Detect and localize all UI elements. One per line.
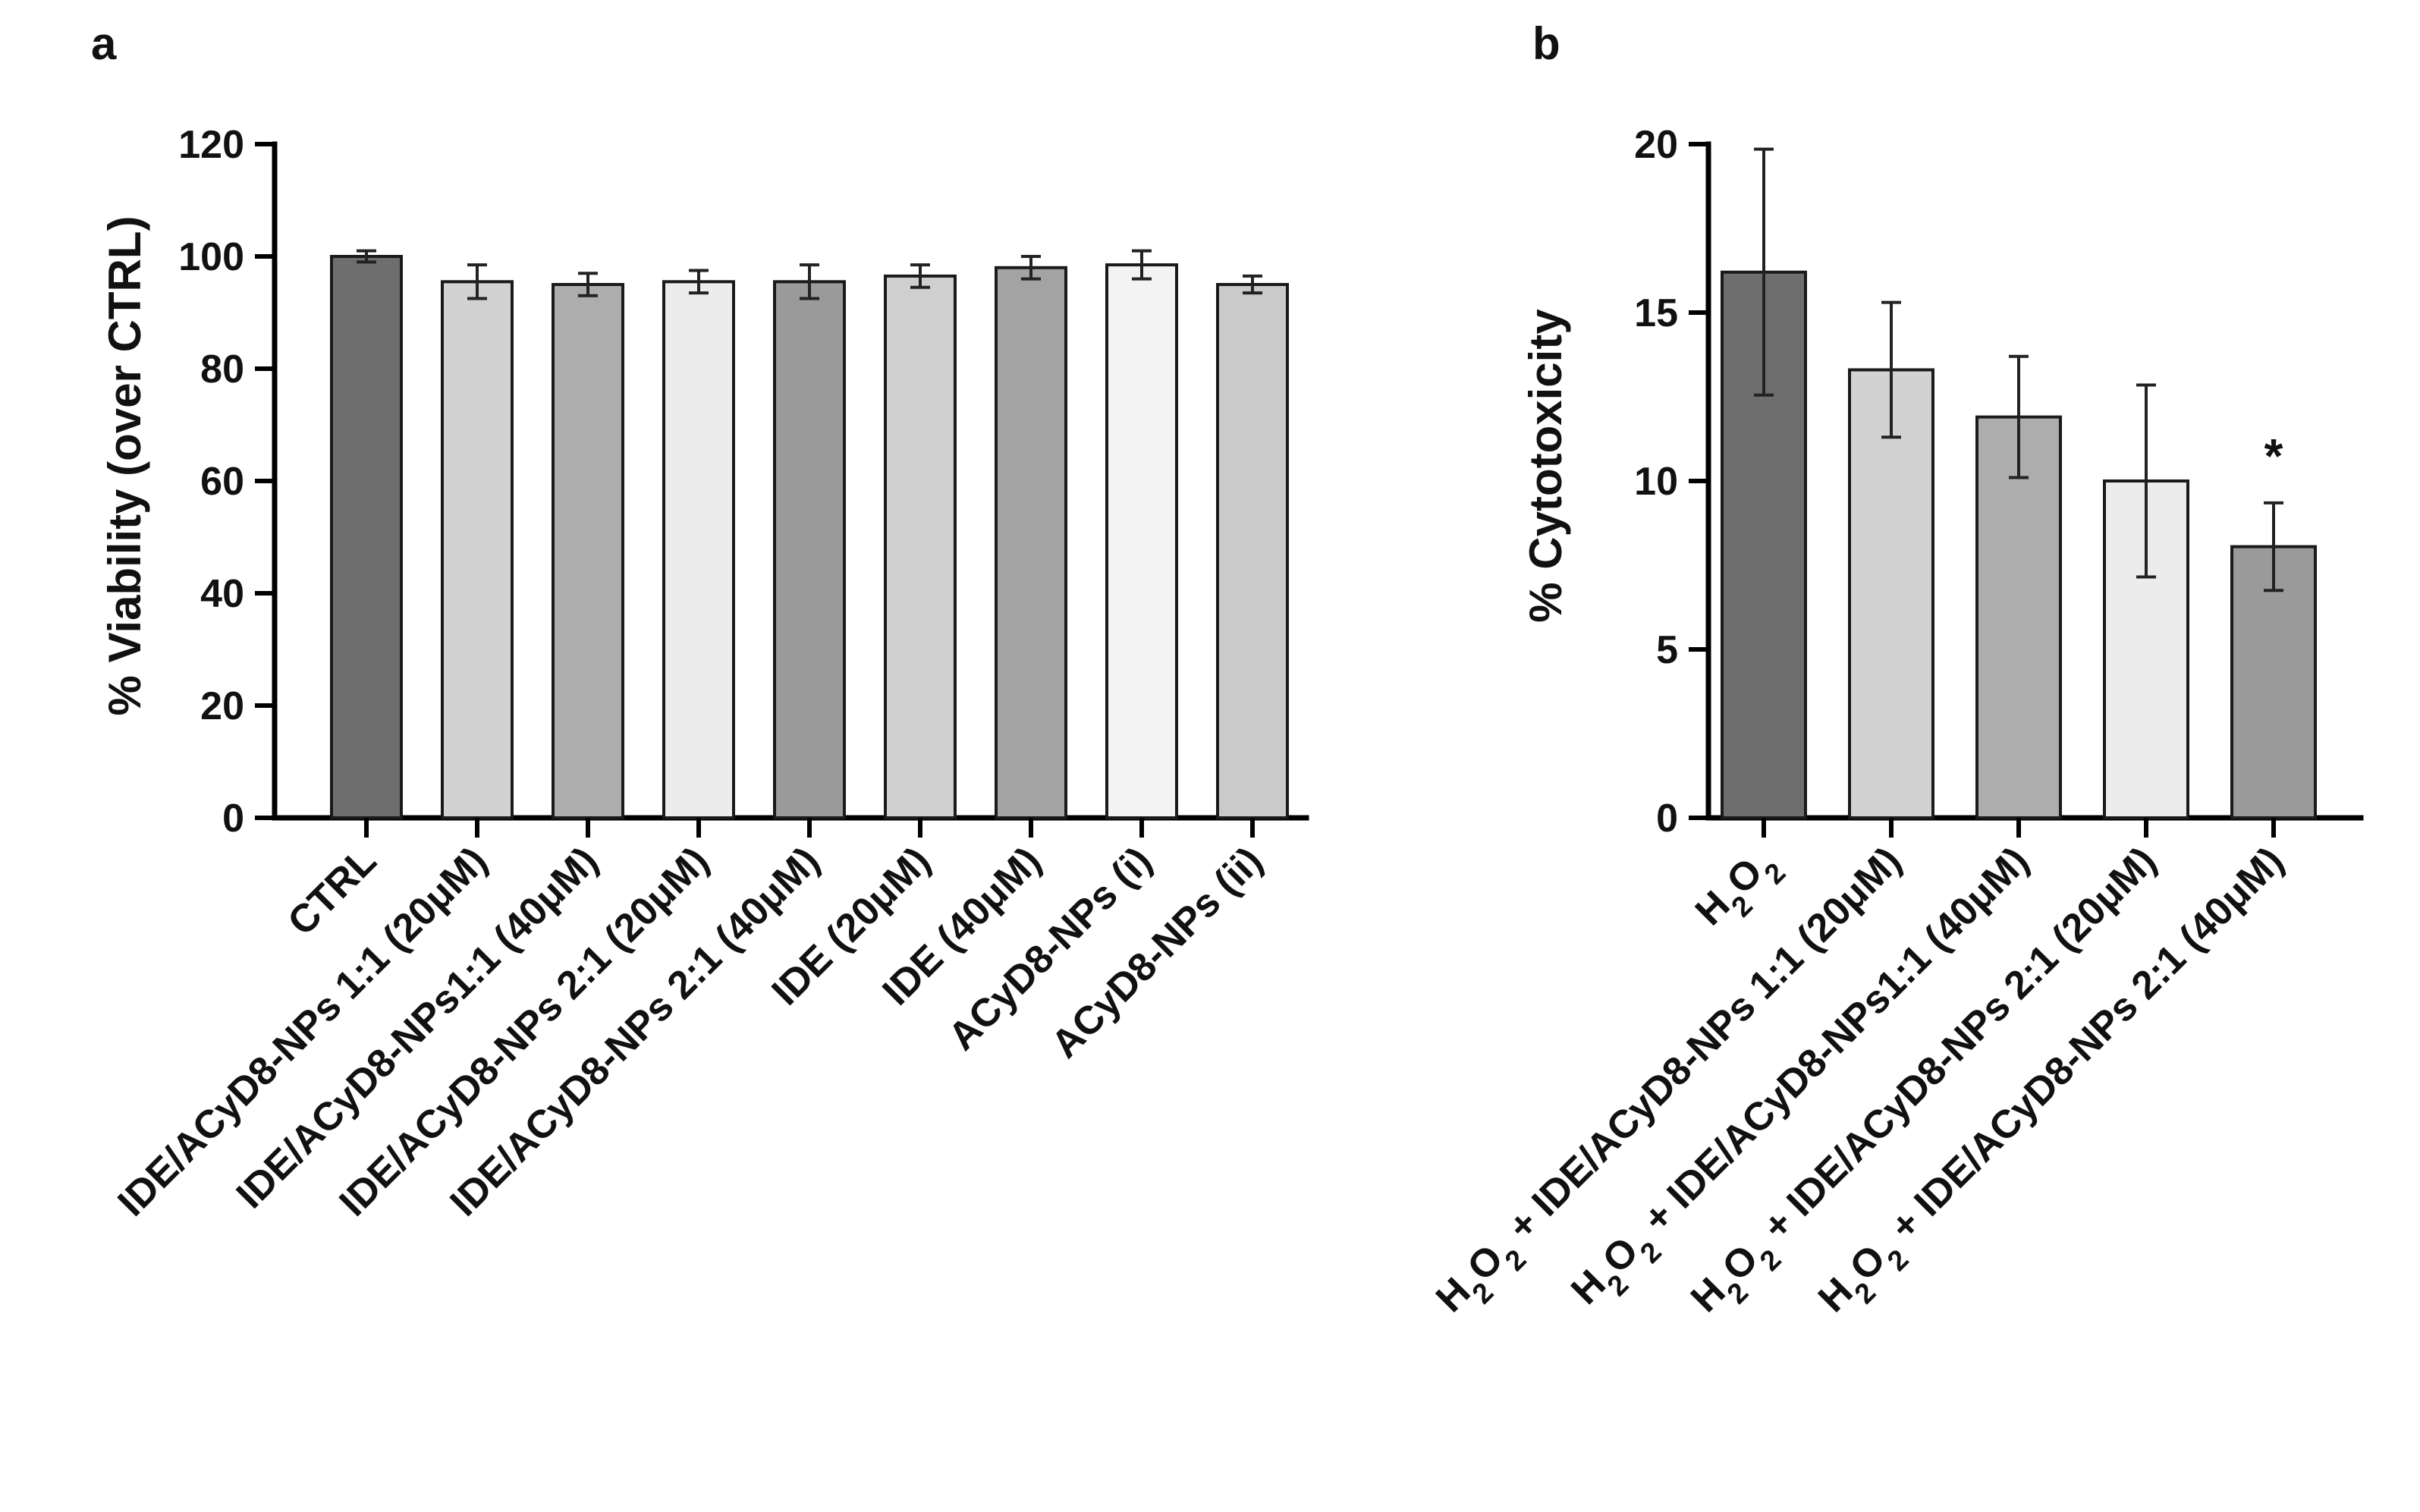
bar	[662, 280, 735, 819]
y-tick-label: 15	[1634, 291, 1678, 335]
x-tick-label: CTRL	[279, 838, 385, 944]
bar	[552, 283, 624, 819]
bar	[773, 280, 846, 819]
bar	[330, 255, 403, 819]
panel-label-a: a	[91, 18, 117, 69]
y-tick-label: 120	[178, 123, 244, 167]
x-tick-label: H2O2 + IDE/ACyD8-NPs1:1 (40μM)	[1563, 838, 2046, 1322]
y-tick-label: 0	[1656, 797, 1678, 841]
bar	[1848, 368, 1934, 820]
y-tick-label: 20	[1634, 123, 1678, 167]
bar	[441, 280, 514, 819]
y-tick-label: 20	[200, 684, 244, 728]
panel-label-b: b	[1532, 18, 1560, 69]
y-tick-label: 40	[200, 572, 244, 616]
y-tick-label: 5	[1656, 628, 1678, 672]
significance-marker: *	[2264, 429, 2283, 483]
y-tick-label: 10	[1634, 460, 1678, 504]
bar	[1216, 283, 1289, 819]
y-tick-label: 100	[178, 235, 244, 279]
y-tick-label: 60	[200, 460, 244, 504]
bar	[1105, 263, 1178, 820]
y-axis-label: % Cytotoxicity	[1520, 309, 1571, 623]
x-tick-label: H2O2	[1687, 838, 1792, 943]
chart-panel-a: 0 20 40 60 80 100 120 % Viability (over CTRL) CT…	[99, 123, 1309, 1224]
y-tick-label: 0	[222, 797, 244, 841]
x-tick-label: ACyD8-NPs (i)	[940, 838, 1160, 1058]
bar	[995, 266, 1067, 819]
x-tick-label: H2O2 + IDE/ACyD8-NPs 2:1 (40μM)	[1810, 838, 2301, 1329]
bar	[884, 274, 957, 819]
y-axis-label: % Viability (over CTRL)	[99, 215, 150, 715]
y-tick-label: 80	[200, 347, 244, 391]
